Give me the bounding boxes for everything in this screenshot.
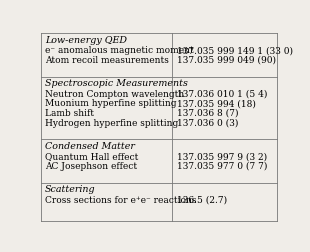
Text: Muonium hyperfine splitting: Muonium hyperfine splitting <box>45 99 176 108</box>
Text: Neutron Compton wavelength: Neutron Compton wavelength <box>45 90 184 99</box>
Text: AC Josephson effect: AC Josephson effect <box>45 162 137 171</box>
Text: 137.035 997 9 (3 2): 137.035 997 9 (3 2) <box>177 152 267 161</box>
Text: 137.035 994 (18): 137.035 994 (18) <box>177 99 256 108</box>
Text: 137.035 977 0 (7 7): 137.035 977 0 (7 7) <box>177 162 267 171</box>
Text: Quantum Hall effect: Quantum Hall effect <box>45 152 138 161</box>
Text: 137.036 0 (3): 137.036 0 (3) <box>177 119 238 128</box>
Text: Spectroscopic Measurements: Spectroscopic Measurements <box>45 79 188 88</box>
Text: Condensed Matter: Condensed Matter <box>45 142 135 151</box>
Text: 137.035 999 049 (90): 137.035 999 049 (90) <box>177 56 276 65</box>
Text: e⁻ anomalous magnetic moment: e⁻ anomalous magnetic moment <box>45 46 193 55</box>
Text: Scattering: Scattering <box>45 185 95 194</box>
Text: 137.036 8 (7): 137.036 8 (7) <box>177 109 238 118</box>
Text: 136.5 (2.7): 136.5 (2.7) <box>177 196 227 205</box>
Text: Low-energy QED: Low-energy QED <box>45 36 127 45</box>
Text: Hydrogen hyperfine splitting: Hydrogen hyperfine splitting <box>45 119 178 128</box>
Text: Cross sections for e⁺e⁻ reactions: Cross sections for e⁺e⁻ reactions <box>45 196 196 205</box>
Text: 137.035 999 149 1 (33 0): 137.035 999 149 1 (33 0) <box>177 46 293 55</box>
Text: Lamb shift: Lamb shift <box>45 109 94 118</box>
Text: Atom recoil measurements: Atom recoil measurements <box>45 56 169 65</box>
Text: 137.036 010 1 (5 4): 137.036 010 1 (5 4) <box>177 90 267 99</box>
